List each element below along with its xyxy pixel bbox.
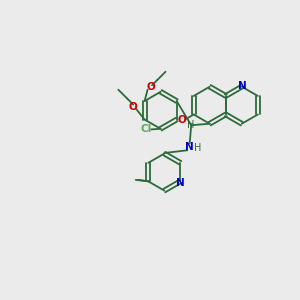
Text: H: H	[194, 143, 202, 153]
Text: O: O	[178, 116, 187, 125]
Text: Cl: Cl	[140, 124, 151, 134]
Text: H: H	[187, 120, 194, 130]
Text: O: O	[147, 82, 155, 92]
Text: N: N	[238, 81, 247, 91]
Text: O: O	[129, 102, 138, 112]
Text: N: N	[185, 142, 194, 152]
Text: N: N	[176, 178, 185, 188]
